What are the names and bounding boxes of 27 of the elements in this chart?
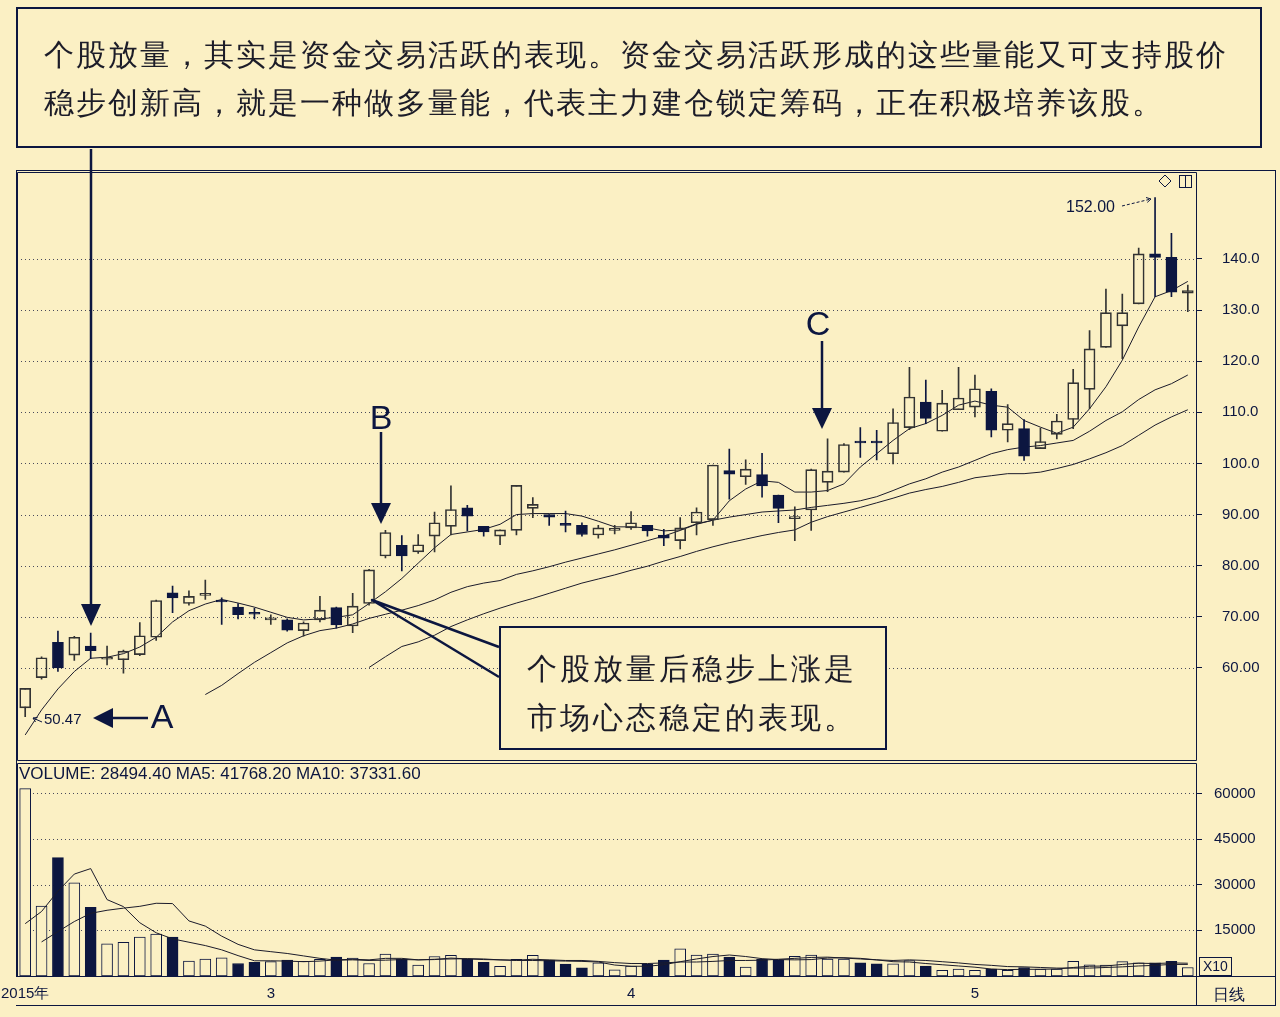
- annotation: C: [805, 304, 831, 342]
- annotation: 个股放量后稳步上涨是市场心态稳定的表现。: [527, 651, 858, 736]
- text: 日线: [1213, 986, 1245, 1004]
- y-tick-label: 30000: [1214, 874, 1256, 892]
- x-tick-label: 3: [266, 984, 275, 1002]
- y-tick-label: 60000: [1214, 783, 1256, 801]
- y-tick-label: 45000: [1214, 829, 1256, 847]
- x-tick-label: 5: [970, 984, 980, 1002]
- y-tick-label: 60.00: [1222, 658, 1260, 676]
- x-tick-label: 4: [626, 984, 636, 1002]
- y-tick-label: 80.00: [1222, 555, 1260, 573]
- y-tick-label: 15000: [1214, 920, 1256, 938]
- annotation: A: [150, 697, 174, 735]
- annotation: 50.47: [44, 710, 82, 727]
- y-tick-label: 100.0: [1222, 453, 1260, 471]
- annotation: 152.00: [1066, 198, 1115, 216]
- y-tick-label: 90.00: [1222, 504, 1260, 522]
- y-tick-label: 120.0: [1222, 351, 1260, 369]
- chart-title: VOLUME: 28494.40 MA5: 41768.20 MA10: 37331.60: [19, 764, 421, 784]
- y-tick-label: 110.0: [1222, 402, 1259, 420]
- y-tick-label: 140.0: [1222, 249, 1260, 267]
- text: 个股放量，其实是资金交易活跃的表现。资金交易活跃形成的这些量能又可支持股价稳步创新高，就是一种做多量能，代表主力建仓锁定筹码，正在积极培养该股。: [44, 37, 1229, 121]
- y-tick-label: 130.0: [1222, 300, 1260, 318]
- text: X10: [1199, 957, 1232, 976]
- y-tick-label: 70.00: [1222, 606, 1260, 624]
- x-tick-label: 2015年: [1, 984, 50, 1002]
- annotation: B: [369, 398, 393, 436]
